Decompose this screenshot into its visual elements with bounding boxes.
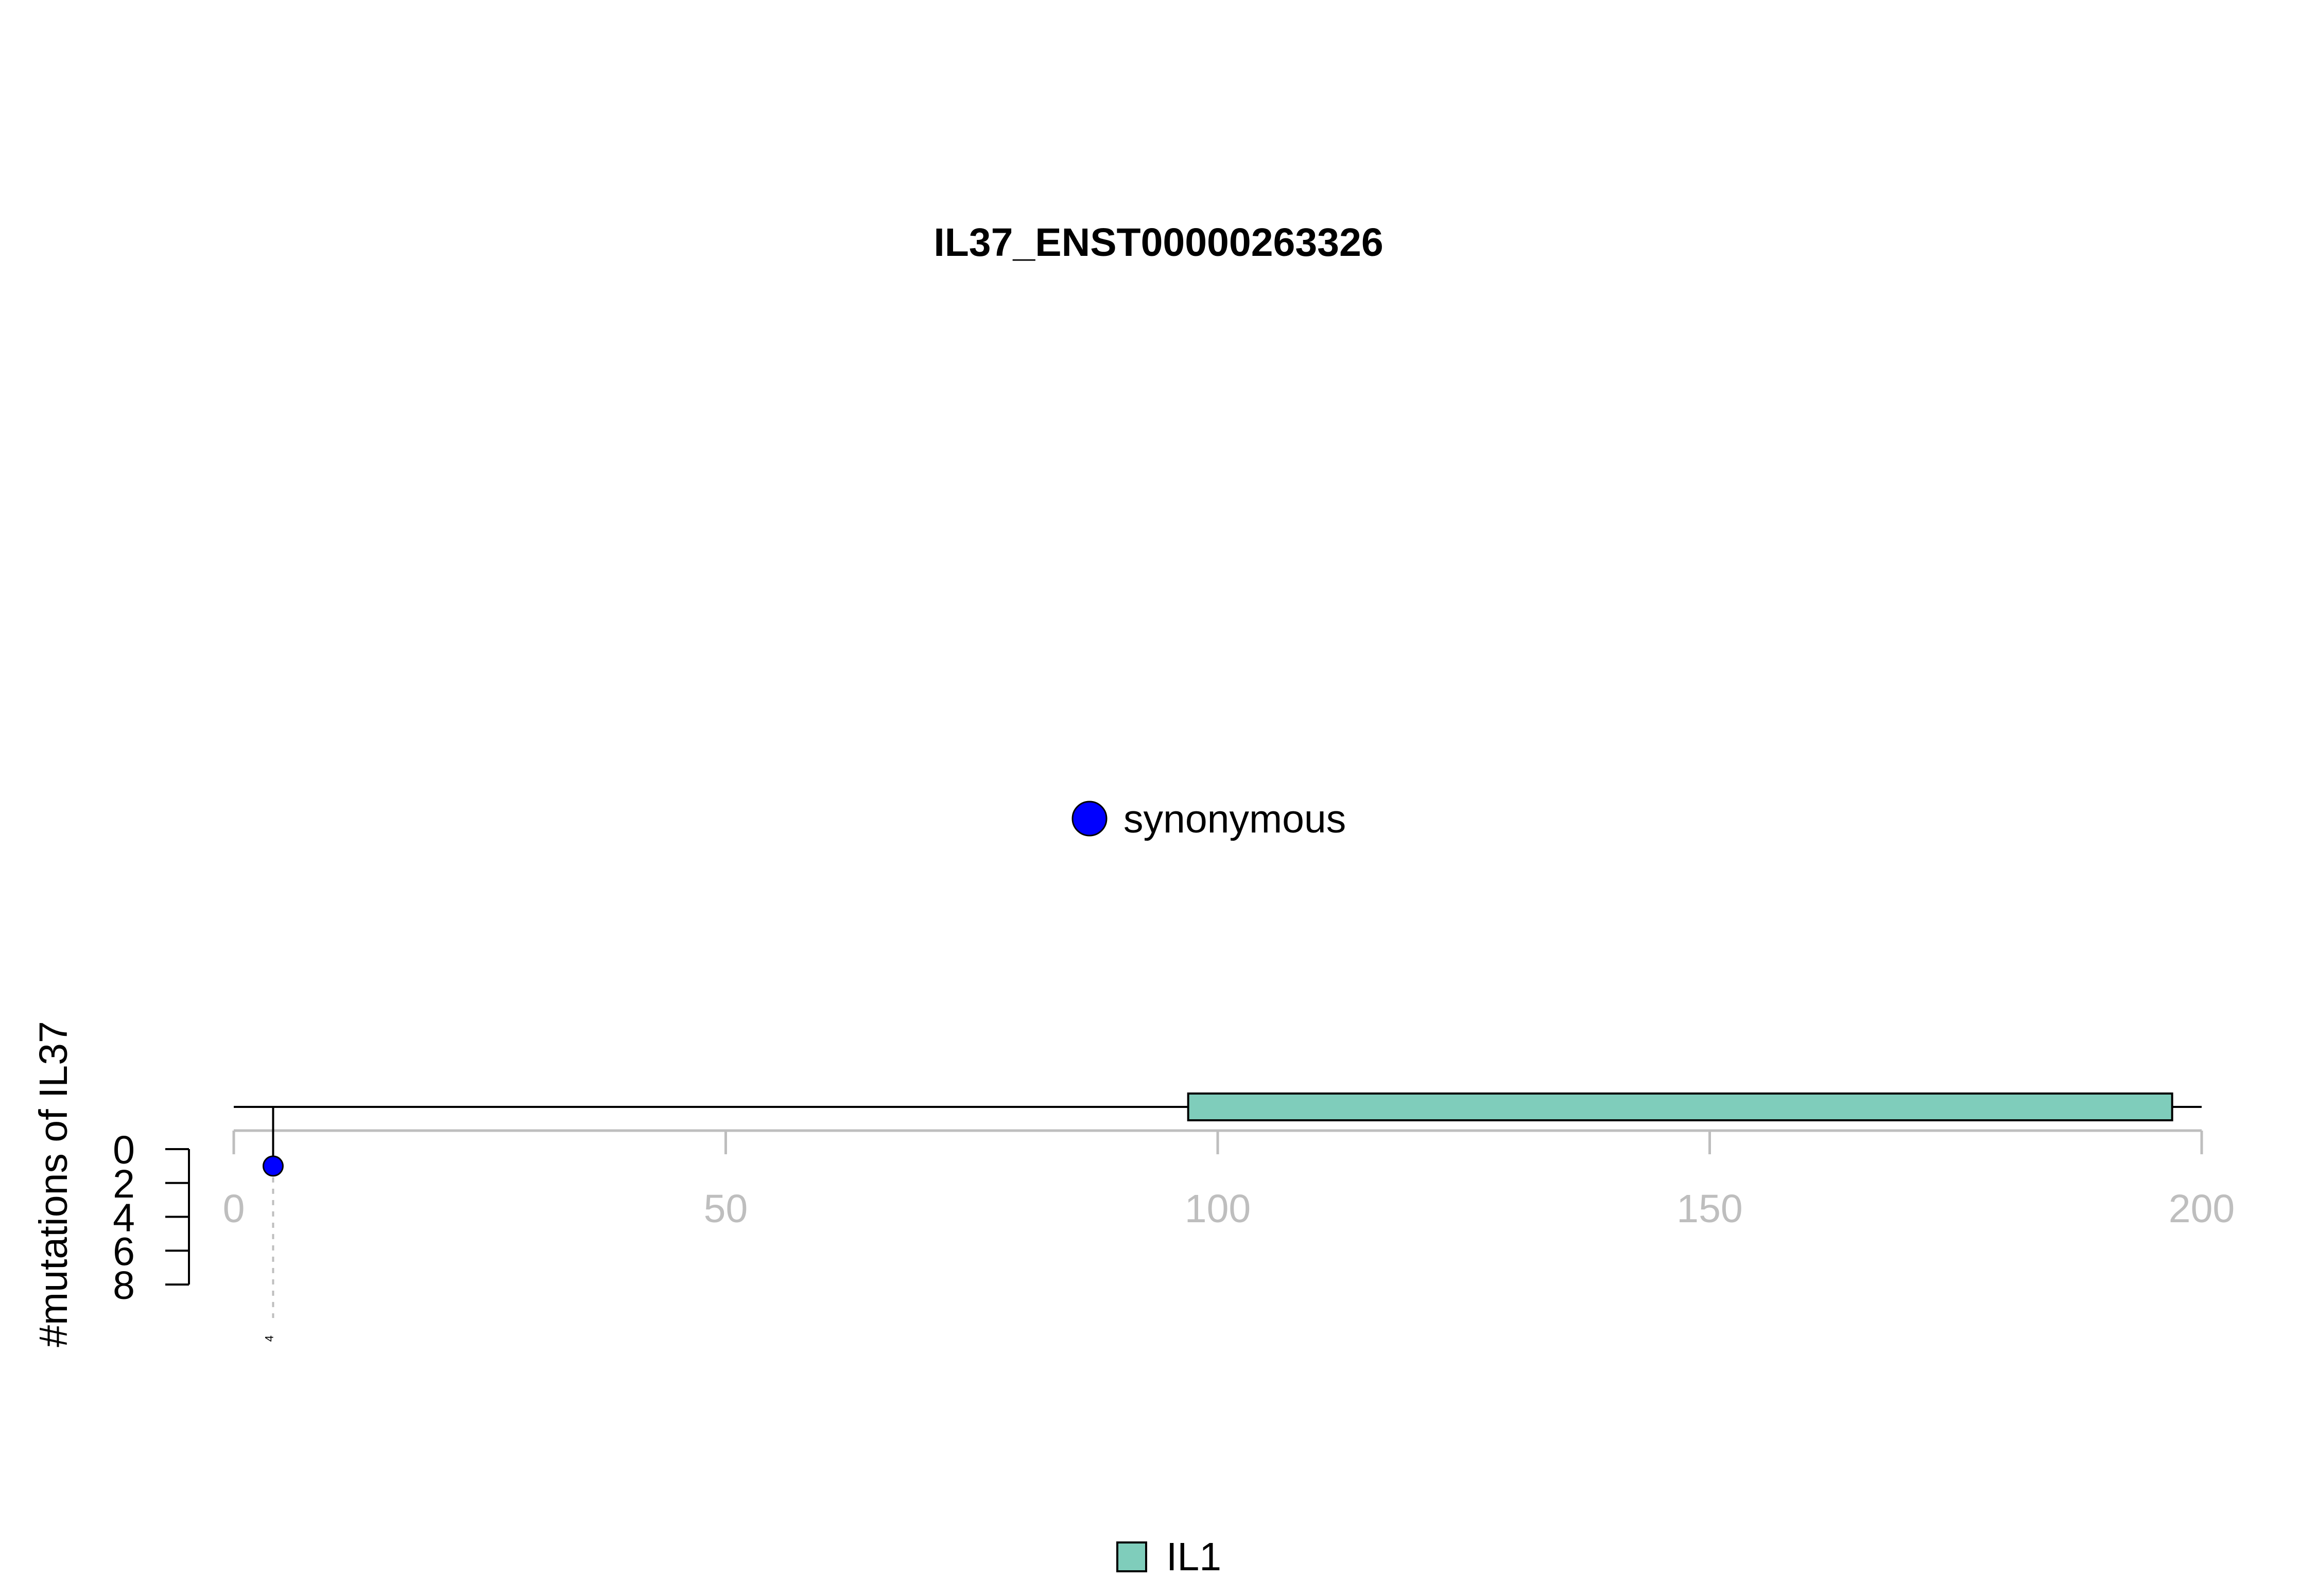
y-tick-label-0: 0	[113, 1128, 135, 1172]
y-axis-label: #mutations of IL37	[31, 1021, 76, 1347]
domain-legend: IL1	[1116, 1535, 1221, 1579]
domain-layer	[234, 1092, 2202, 1121]
y-tick-label-2: 2	[113, 1162, 135, 1206]
legend-label-synonymous: synonymous	[1123, 797, 1346, 841]
x-tick-label-50: 50	[704, 1187, 748, 1231]
mutation-layer: 4	[262, 1107, 284, 1342]
x-tick-label-0: 0	[223, 1187, 245, 1231]
x-tick-label-200: 200	[2169, 1187, 2235, 1231]
y-tick-label-8: 8	[113, 1263, 135, 1308]
domain-legend-swatch-IL1	[1116, 1541, 1147, 1572]
chart-title: IL37_ENST00000263326	[933, 220, 1383, 265]
x-axis: 0 50 100 150 200	[223, 1129, 2235, 1231]
mutation-label-4: 4	[263, 1335, 275, 1342]
y-tick-label-4: 4	[113, 1196, 135, 1240]
mutation-point-4	[262, 1155, 284, 1177]
x-tick-label-150: 150	[1676, 1187, 1742, 1231]
domain-IL1	[1187, 1092, 2173, 1121]
domain-legend-label-IL1: IL1	[1166, 1535, 1221, 1579]
y-tick-label-6: 6	[113, 1229, 135, 1274]
mutation-legend: synonymous	[1071, 797, 1346, 841]
legend-dot-synonymous	[1071, 801, 1108, 837]
x-tick-label-100: 100	[1185, 1187, 1251, 1231]
